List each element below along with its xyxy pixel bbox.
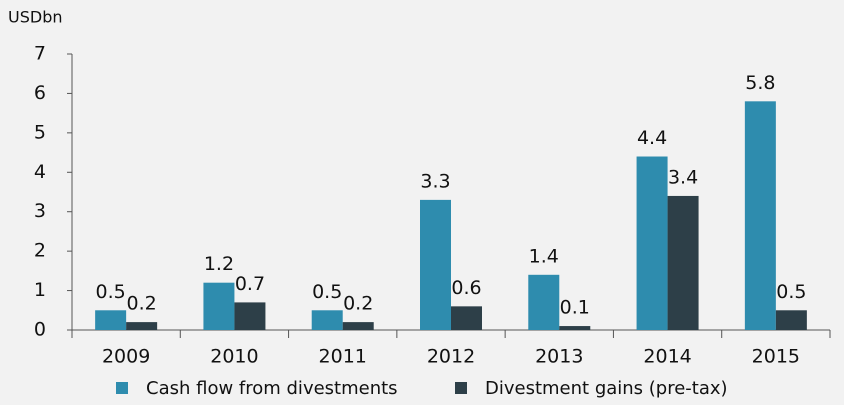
data-label: 1.2: [204, 253, 234, 275]
y-tick-label: 7: [34, 43, 46, 65]
data-label: 1.4: [529, 245, 559, 267]
x-tick-label: 2010: [210, 346, 258, 368]
bar: [203, 282, 235, 330]
data-label: 0.1: [560, 297, 590, 319]
data-label: 3.4: [668, 166, 698, 188]
data-label: 4.4: [637, 127, 667, 149]
bar: [126, 322, 158, 330]
x-tick-label: 2014: [643, 346, 691, 368]
bar: [451, 306, 482, 330]
data-label: 0.2: [127, 293, 157, 315]
legend-label: Cash flow from divestments: [146, 378, 398, 399]
data-label: 0.5: [96, 281, 126, 303]
data-label: 0.7: [235, 273, 265, 295]
x-tick-label: 2009: [102, 346, 150, 368]
data-label: 3.3: [420, 170, 450, 192]
data-label: 0.2: [343, 293, 373, 315]
bar: [311, 310, 343, 330]
bar: [528, 274, 560, 330]
data-label: 5.8: [745, 72, 775, 94]
y-tick-label: 2: [34, 240, 46, 262]
y-tick-label: 0: [34, 319, 46, 341]
data-label: 0.6: [451, 277, 481, 299]
y-axis-label: USDbn: [8, 8, 62, 27]
x-tick-label: 2012: [427, 346, 475, 368]
x-tick-label: 2011: [319, 346, 367, 368]
bar: [95, 310, 127, 330]
bar: [559, 326, 591, 330]
data-label: 0.5: [776, 281, 806, 303]
y-tick-label: 5: [34, 121, 46, 143]
legend-swatch: [455, 382, 467, 394]
bar: [420, 199, 451, 330]
y-tick-label: 1: [34, 279, 46, 301]
bar: [667, 195, 699, 330]
bar: [775, 310, 807, 330]
x-tick-label: 2013: [535, 346, 583, 368]
bar: [234, 302, 266, 330]
bar: [342, 322, 374, 330]
y-tick-label: 4: [34, 161, 46, 183]
legend-label: Divestment gains (pre-tax): [485, 378, 728, 399]
data-label: 0.5: [312, 281, 342, 303]
bar: [744, 101, 776, 330]
legend-swatch: [116, 382, 128, 394]
y-tick-label: 3: [34, 200, 46, 222]
x-tick-label: 2015: [752, 346, 800, 368]
y-tick-label: 6: [34, 82, 46, 104]
bar: [636, 156, 668, 330]
